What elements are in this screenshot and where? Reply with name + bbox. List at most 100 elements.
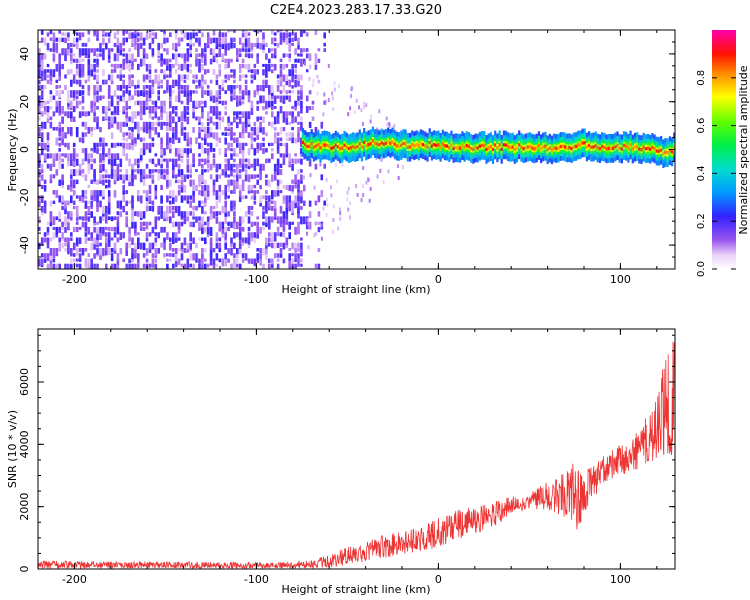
heatmap-cell	[122, 132, 125, 138]
heatmap-cell	[268, 85, 271, 93]
heatmap-cell	[294, 258, 297, 263]
heatmap-cell	[58, 85, 61, 89]
heatmap-cell	[294, 242, 297, 248]
heatmap-cell	[285, 37, 289, 45]
heatmap-cell	[102, 69, 105, 76]
heatmap-cell	[265, 195, 268, 201]
heatmap-cell	[259, 226, 262, 234]
heatmap-cell	[204, 132, 207, 139]
heatmap-cell	[271, 100, 274, 107]
heatmap-cell	[107, 242, 111, 248]
heatmap-cell	[570, 147, 573, 151]
heatmap-cell	[362, 193, 365, 197]
heatmap-cell	[338, 207, 341, 212]
heatmap-cell	[105, 242, 108, 251]
heatmap-cell	[43, 37, 47, 46]
heatmap-cell	[638, 147, 641, 151]
heatmap-cell	[174, 253, 178, 262]
heatmap-cell	[262, 42, 265, 50]
heatmap-cell	[46, 42, 50, 50]
heatmap-cell	[145, 32, 149, 40]
heatmap-cell	[75, 153, 79, 158]
heatmap-cell	[131, 58, 134, 66]
heatmap-cell	[102, 148, 105, 155]
heatmap-cell	[102, 153, 105, 161]
heatmap-cell	[38, 216, 41, 224]
heatmap-cell	[279, 69, 283, 78]
heatmap-cell	[102, 174, 105, 179]
heatmap-cell	[142, 148, 146, 156]
heatmap-cell	[122, 121, 125, 127]
heatmap-cell	[102, 226, 105, 235]
heatmap-cell	[259, 195, 262, 204]
heatmap-cell	[206, 184, 210, 191]
heatmap-cell	[276, 184, 280, 190]
heatmap-cell	[227, 226, 230, 232]
heatmap-cell	[627, 146, 630, 150]
heatmap-cell	[137, 263, 140, 269]
heatmap-cell	[201, 169, 204, 175]
heatmap-cell	[300, 30, 303, 35]
heatmap-cell	[233, 153, 236, 157]
heatmap-cell	[218, 111, 222, 116]
heatmap-cell	[186, 148, 190, 155]
heatmap-cell	[154, 232, 158, 237]
heatmap-cell	[151, 127, 155, 131]
heatmap-cell	[166, 211, 169, 217]
heatmap-cell	[61, 48, 64, 56]
heatmap-cell	[78, 53, 82, 58]
heatmap-cell	[288, 253, 291, 261]
heatmap-cell	[134, 121, 137, 130]
heatmap-cell	[183, 79, 187, 83]
heatmap-cell	[221, 226, 225, 234]
heatmap-cell	[236, 248, 239, 255]
heatmap-cell	[285, 205, 289, 214]
heatmap-cell	[209, 37, 213, 44]
heatmap-cell	[294, 58, 297, 63]
heatmap-cell	[87, 69, 91, 76]
heatmap-cell	[297, 226, 300, 235]
heatmap-cell	[360, 198, 363, 203]
heatmap-cell	[110, 237, 114, 241]
heatmap-cell	[288, 37, 291, 44]
heatmap-cell	[230, 58, 233, 63]
heatmap-cell	[198, 121, 201, 126]
heatmap-cell	[411, 143, 414, 147]
heatmap-cell	[247, 242, 251, 248]
heatmap-cell	[238, 116, 242, 125]
heatmap-cell	[90, 263, 93, 269]
heatmap-cell	[46, 74, 50, 78]
heatmap-cell	[355, 98, 358, 103]
heatmap-cell	[218, 116, 222, 121]
heatmap-cell	[52, 216, 56, 225]
heatmap-cell	[154, 79, 158, 84]
heatmap-cell	[55, 79, 59, 83]
heatmap-cell	[125, 85, 128, 91]
heatmap-cell	[230, 163, 233, 171]
heatmap-cell	[195, 48, 198, 52]
heatmap-cell	[198, 153, 201, 157]
heatmap-cell	[87, 127, 91, 134]
heatmap-cell	[84, 53, 88, 58]
heatmap-cell	[134, 37, 137, 46]
heatmap-cell	[137, 48, 140, 56]
heatmap-cell	[221, 32, 225, 38]
x-tick-label: 0	[435, 573, 442, 586]
heatmap-cell	[265, 216, 268, 223]
heatmap-cell	[78, 253, 82, 260]
heatmap-cell	[148, 95, 152, 102]
heatmap-cell	[198, 237, 201, 241]
heatmap-cell	[644, 147, 647, 151]
heatmap-cell	[90, 242, 93, 251]
heatmap-cell	[221, 42, 225, 49]
heatmap-cell	[96, 232, 99, 241]
heatmap-cell	[122, 258, 125, 263]
heatmap-cell	[201, 148, 204, 154]
heatmap-cell	[166, 137, 169, 145]
heatmap-cell	[323, 143, 326, 147]
heatmap-cell	[201, 158, 204, 162]
heatmap-cell	[49, 121, 53, 129]
heatmap-cell	[320, 236, 323, 241]
heatmap-cell	[186, 85, 190, 92]
